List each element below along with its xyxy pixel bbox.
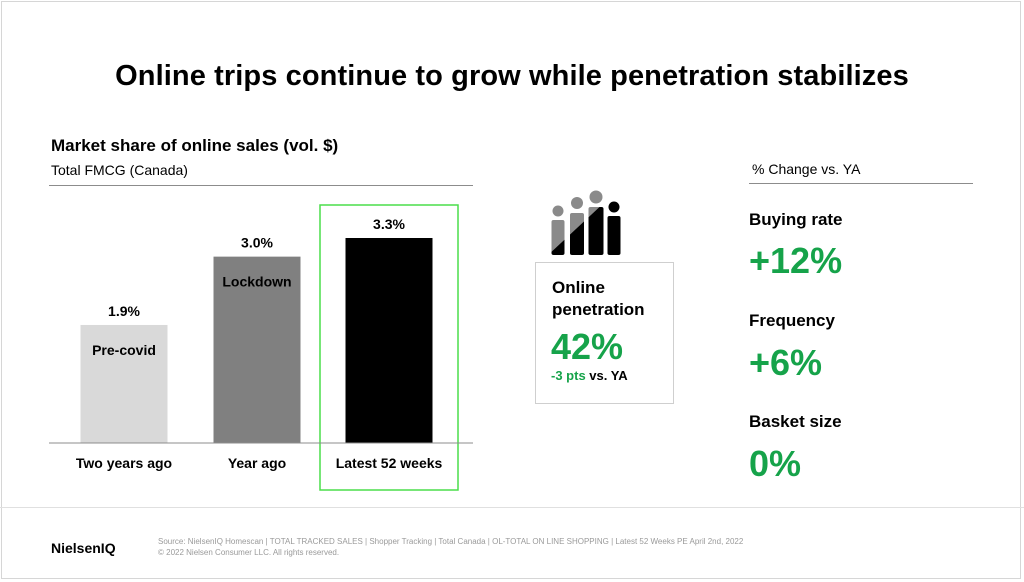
metric-label-buying-rate: Buying rate [749,210,843,229]
metric-label-frequency: Frequency [749,311,835,330]
metric-value-frequency: +6% [749,342,823,383]
category-label-latest-52-weeks: Latest 52 weeks [336,455,443,471]
category-label-year-ago: Year ago [228,455,286,471]
penetration-change-suffix: vs. YA [589,368,628,383]
chart-header-divider [49,185,473,186]
bar-annotation-year-ago: Lockdown [222,274,291,290]
bar-two-years-ago [80,324,168,443]
bar-latest-52-weeks [345,238,433,443]
online-penetration-card: Online penetration 42% -3 pts vs. YA [535,262,674,404]
bar-year-ago [213,256,301,443]
metric-label-basket-size: Basket size [749,412,842,431]
chart-title: Market share of online sales (vol. $) [51,136,339,155]
footer-divider [0,507,1024,508]
bar-annotation-two-years-ago: Pre-covid [92,342,156,358]
value-label-latest-52-weeks: 3.3% [373,216,405,232]
value-label-two-years-ago: 1.9% [108,303,140,319]
metrics-header: % Change vs. YA [752,161,861,177]
penetration-label: Online penetration [552,278,645,319]
metrics-header-divider [749,183,973,184]
copyright-text: © 2022 Nielsen Consumer LLC. All rights … [158,548,340,557]
highlight-box-latest-52-weeks [319,204,459,491]
slide-title: Online trips continue to grow while pene… [115,60,909,92]
value-label-year-ago: 3.0% [241,235,273,251]
category-label-two-years-ago: Two years ago [76,455,172,471]
penetration-change-value: -3 pts [551,368,586,383]
source-text: Source: NielsenIQ Homescan | TOTAL TRACK… [158,537,744,546]
penetration-change-note: -3 pts vs. YA [551,368,628,383]
people-group-icon [548,185,623,255]
metric-value-buying-rate: +12% [749,240,843,281]
metric-value-basket-size: 0% [749,443,802,484]
penetration-value: 42% [551,326,624,367]
brand-logo: NielsenIQ [51,540,116,556]
source-note: Source: NielsenIQ Homescan | TOTAL TRACK… [158,536,743,558]
chart-subtitle: Total FMCG (Canada) [51,162,188,178]
